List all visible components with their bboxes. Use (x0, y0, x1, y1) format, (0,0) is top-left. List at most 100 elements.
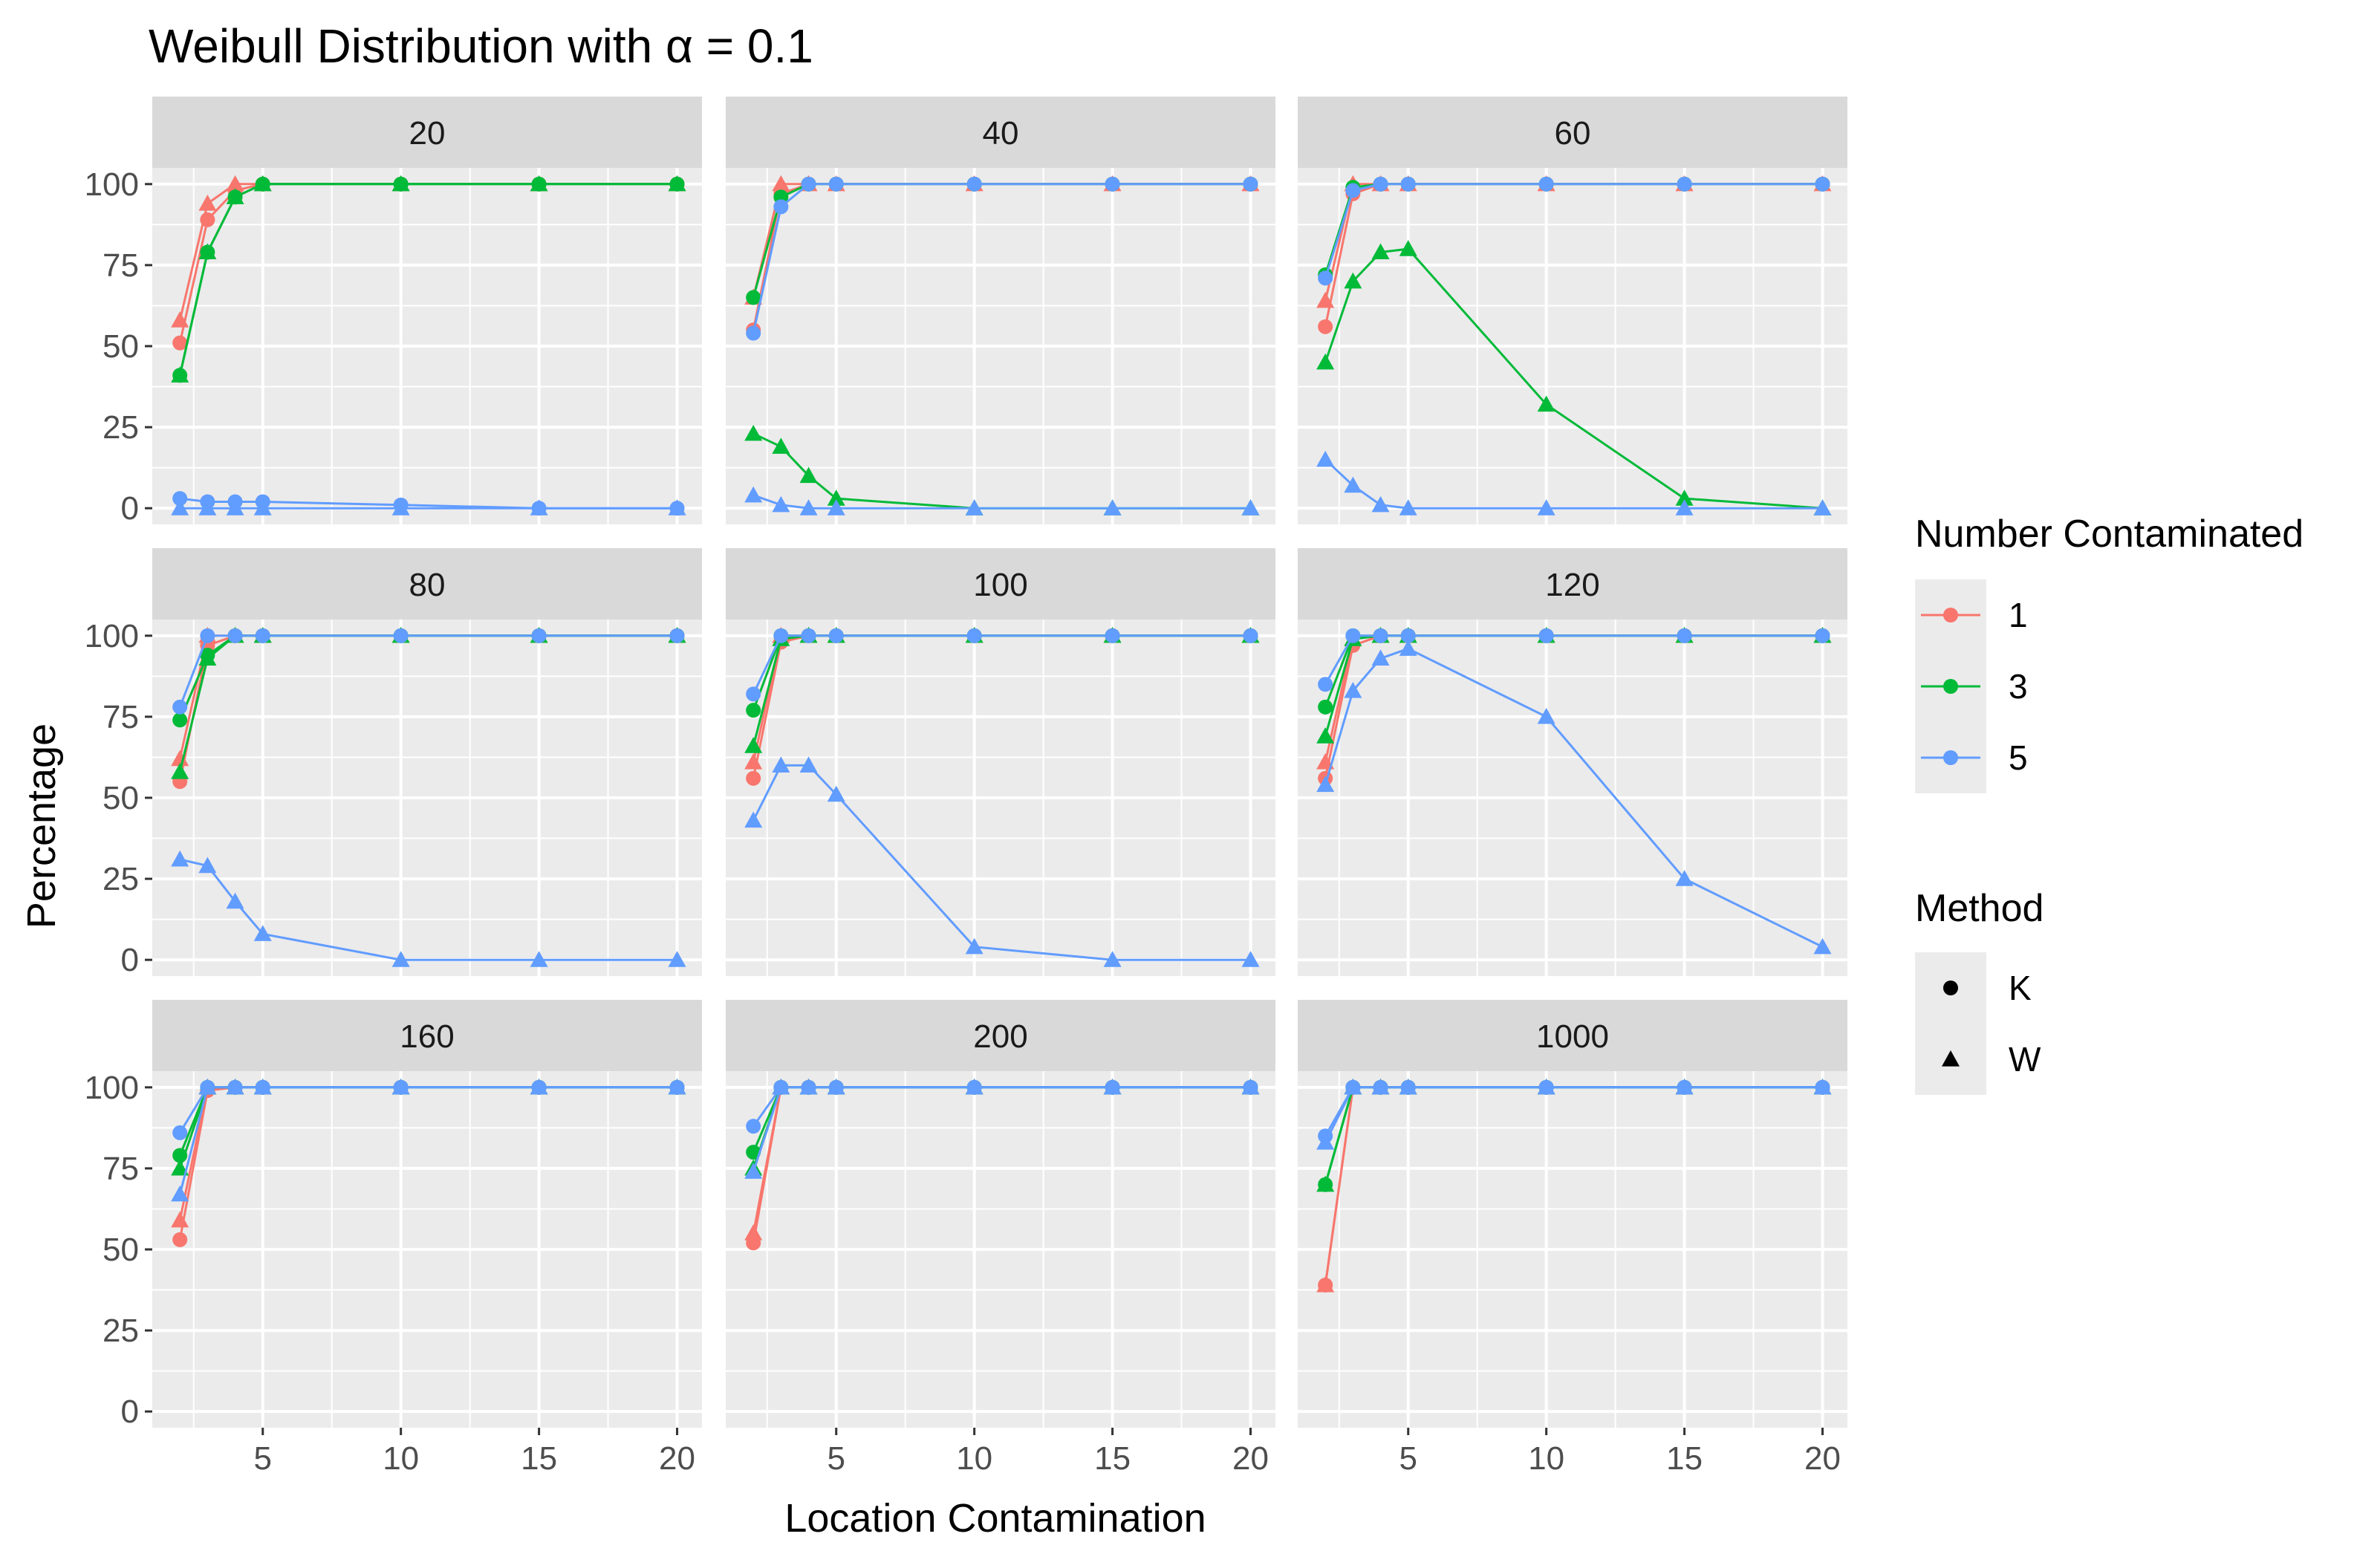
point-n5-K (669, 628, 685, 643)
y-tick-label: 25 (103, 861, 139, 897)
point-n5-W (1344, 1078, 1362, 1095)
point-n5-W (1813, 499, 1832, 516)
point-n5-W (1537, 499, 1555, 516)
point-n1-K (1318, 319, 1333, 334)
point-n5-W (530, 951, 548, 967)
point-n5-W (226, 499, 244, 516)
point-n3-W (198, 649, 217, 666)
point-n5-K (531, 628, 547, 643)
point-n1-W (171, 750, 189, 767)
panel-1000: 1000 5 10 15 20 (1298, 1000, 1847, 1477)
point-n5-W (799, 756, 818, 773)
point-n5-W (1344, 682, 1362, 698)
x-tick-label: 10 (383, 1440, 419, 1477)
point-n3-K (1318, 699, 1333, 715)
point-n5-W (1103, 951, 1122, 967)
x-tick-label: 5 (254, 1440, 272, 1477)
panel-20: 20 0 25 50 75 100 (85, 97, 702, 527)
point-n5-W (1675, 1078, 1694, 1095)
point-n5-W (1103, 499, 1122, 516)
legend-shape-title: Method (1915, 887, 2044, 930)
point-n3-W (1316, 353, 1335, 370)
panel-strip-label: 200 (973, 1018, 1027, 1055)
chart-title: Weibull Distribution with α = 0.1 (149, 19, 813, 73)
point-n5-K (773, 199, 789, 215)
point-n5-K (255, 628, 270, 643)
point-n5-W (744, 811, 763, 828)
point-n5-W (198, 856, 217, 874)
point-n3-W (226, 188, 244, 204)
point-n5-W (1813, 1078, 1832, 1095)
x-tick-label: 10 (1528, 1440, 1564, 1477)
point-n3-W (530, 175, 548, 192)
point-n1-W (1316, 291, 1335, 308)
point-n5-K (801, 628, 816, 643)
point-n5-K (828, 176, 844, 192)
point-n5-K (1815, 628, 1830, 643)
panel-80: 80 0 25 50 75 100 (85, 548, 702, 978)
y-tick-label: 75 (103, 1151, 139, 1187)
point-n1-K (172, 1232, 188, 1247)
x-tick-label: 10 (956, 1440, 992, 1477)
y-tick-label: 75 (103, 247, 139, 284)
point-n5-K (1345, 628, 1361, 643)
point-n5-W (530, 1078, 548, 1095)
point-n5-W (1344, 476, 1362, 493)
point-n5-K (966, 176, 982, 192)
panel-strip-label: 1000 (1536, 1018, 1609, 1055)
point-n1-W (772, 175, 790, 192)
point-n5-W (668, 951, 686, 967)
point-n5-W (772, 1078, 790, 1095)
point-n5-K (746, 1119, 761, 1134)
y-tick-label: 50 (103, 328, 139, 365)
panel-strip (1298, 97, 1847, 168)
point-n5-K (1243, 176, 1258, 192)
point-n1-W (1316, 753, 1335, 770)
y-tick-label: 0 (121, 1394, 139, 1430)
y-tick-label: 100 (85, 1070, 139, 1106)
point-n3-W (171, 1159, 189, 1176)
point-n5-W (530, 499, 548, 516)
point-n3-K (746, 703, 761, 718)
legend: Number Contaminated Method 1 3 5 KW (1915, 513, 2303, 1095)
point-n3-W (253, 175, 272, 192)
point-n3-W (744, 737, 763, 753)
panel-120: 120 (1298, 548, 1847, 976)
point-n5-W (1675, 870, 1694, 886)
panel-40: 40 (726, 97, 1275, 524)
y-tick-label: 25 (103, 1313, 139, 1349)
x-tick-label: 15 (1666, 1440, 1703, 1477)
panel-200: 200 5 10 15 20 (726, 1000, 1275, 1477)
legend-color-label: 3 (2009, 667, 2028, 706)
point-n5-W (827, 1078, 845, 1095)
point-n5-W (965, 499, 983, 516)
point-n3-W (1675, 490, 1694, 506)
point-n5-K (172, 491, 188, 507)
point-n5-K (393, 628, 409, 643)
point-n5-W (1399, 499, 1417, 516)
point-n5-W (1241, 1078, 1260, 1095)
point-n1-W (171, 311, 189, 328)
point-n5-W (226, 1078, 244, 1095)
point-n5-K (1677, 176, 1692, 192)
y-tick-label: 50 (103, 780, 139, 816)
legend-color-key-point (1943, 679, 1958, 694)
x-tick-label: 15 (1094, 1440, 1131, 1477)
point-n3-K (172, 712, 188, 728)
point-n5-K (801, 176, 816, 192)
point-n1-W (171, 1211, 189, 1228)
y-tick-label: 75 (103, 699, 139, 735)
panel-strip (1298, 548, 1847, 620)
point-n3-W (1316, 1175, 1335, 1192)
point-n5-W (799, 1078, 818, 1095)
panel-160: 160 0 25 50 75 100 5 10 15 20 (85, 1000, 702, 1477)
point-n5-W (1316, 776, 1335, 793)
point-n5-K (1815, 176, 1830, 192)
panel-strip-label: 20 (409, 115, 446, 152)
point-n5-K (1318, 270, 1333, 286)
point-n3-W (171, 763, 189, 779)
legend-color-label: 5 (2009, 738, 2028, 777)
panel-strip (726, 548, 1275, 620)
